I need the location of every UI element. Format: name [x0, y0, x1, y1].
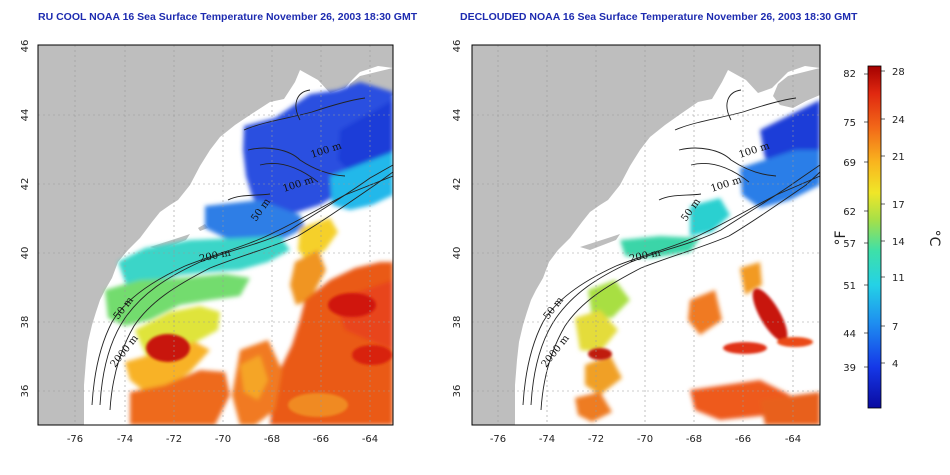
right-lat-tick-44: 44 — [452, 109, 463, 122]
right-gridlines — [472, 45, 820, 425]
c-tick-4: 4 — [892, 359, 898, 370]
right-lon-tick-72: -72 — [588, 434, 604, 445]
right-lon-tick-64: -64 — [785, 434, 801, 445]
right-lon-tick-68: -68 — [686, 434, 702, 445]
c-tick-14: 14 — [892, 237, 905, 248]
right-lon-tick-66: -66 — [735, 434, 751, 445]
right-lat-tick-38: 38 — [452, 316, 463, 329]
isobath-lines — [522, 89, 820, 411]
land-mass — [38, 45, 393, 425]
left-lat-tick-44: 44 — [20, 109, 31, 122]
f-tick-51: 51 — [843, 281, 856, 292]
isobath-lines — [91, 89, 393, 411]
colorbar-gradient — [867, 65, 882, 409]
f-tick-69: 69 — [843, 158, 856, 169]
right-lon-tick-70: -70 — [637, 434, 653, 445]
left-lat-tick-42: 42 — [20, 178, 31, 191]
left-lon-tick-74: -74 — [117, 434, 133, 445]
colorbar: 82 75 69 62 57 51 44 39 28 24 21 17 14 1… — [833, 65, 942, 409]
c-tick-21: 21 — [892, 152, 905, 163]
left-lat-tick-40: 40 — [20, 247, 31, 260]
right-map-frame — [471, 44, 821, 426]
left-lat-tick-38: 38 — [20, 316, 31, 329]
right-lat-tick-46: 46 — [452, 40, 463, 53]
right-map: 100 m 100 m 50 m 200 m 50 m 2000 m -76 -… — [452, 40, 821, 445]
f-tick-62: 62 — [843, 207, 856, 218]
right-lon-tick-74: -74 — [539, 434, 555, 445]
c-tick-11: 11 — [892, 273, 905, 284]
celsius-unit-label: °C — [926, 230, 942, 247]
f-tick-44: 44 — [843, 329, 856, 340]
f-tick-75: 75 — [843, 118, 856, 129]
left-lon-tick-76: -76 — [67, 434, 83, 445]
c-tick-17: 17 — [892, 200, 905, 211]
left-map-title: RU COOL NOAA 16 Sea Surface Temperature … — [38, 11, 418, 23]
left-gridlines — [38, 45, 393, 425]
left-lat-tick-36: 36 — [20, 385, 31, 398]
c-tick-7: 7 — [892, 322, 898, 333]
left-map: 100 m 100 m 50 m 200 m 50 m 2000 m -76 -… — [20, 40, 394, 445]
left-map-frame — [37, 44, 394, 426]
celsius-scale: 28 24 21 17 14 11 7 4 — [892, 67, 905, 370]
left-lon-tick-66: -66 — [313, 434, 329, 445]
left-lon-tick-72: -72 — [166, 434, 182, 445]
right-map-title: DECLOUDED NOAA 16 Sea Surface Temperatur… — [460, 11, 858, 23]
right-lon-axis: -76 -74 -72 -70 -68 -66 -64 — [490, 434, 801, 445]
long-island — [580, 234, 620, 250]
colorbar-ticks — [864, 70, 885, 368]
left-lon-tick-64: -64 — [362, 434, 378, 445]
left-lon-tick-70: -70 — [215, 434, 231, 445]
left-lat-axis: 36 38 40 42 44 46 — [20, 40, 31, 398]
left-lat-tick-46: 46 — [20, 40, 31, 53]
nova-scotia — [773, 68, 820, 108]
right-lat-tick-42: 42 — [452, 178, 463, 191]
fahrenheit-scale: 82 75 69 62 57 51 44 39 — [843, 69, 856, 374]
f-tick-39: 39 — [843, 363, 856, 374]
left-lon-axis: -76 -74 -72 -70 -68 -66 -64 — [67, 434, 378, 445]
f-tick-82: 82 — [843, 69, 856, 80]
right-lat-tick-36: 36 — [452, 385, 463, 398]
c-tick-24: 24 — [892, 115, 905, 126]
right-lon-tick-76: -76 — [490, 434, 506, 445]
land-mass — [472, 45, 820, 425]
f-tick-57: 57 — [843, 239, 856, 250]
left-lon-tick-68: -68 — [264, 434, 280, 445]
fahrenheit-unit-label: °F — [833, 230, 849, 245]
c-tick-28: 28 — [892, 67, 905, 78]
right-lat-axis: 36 38 40 42 44 46 — [452, 40, 463, 398]
right-lat-tick-40: 40 — [452, 247, 463, 260]
